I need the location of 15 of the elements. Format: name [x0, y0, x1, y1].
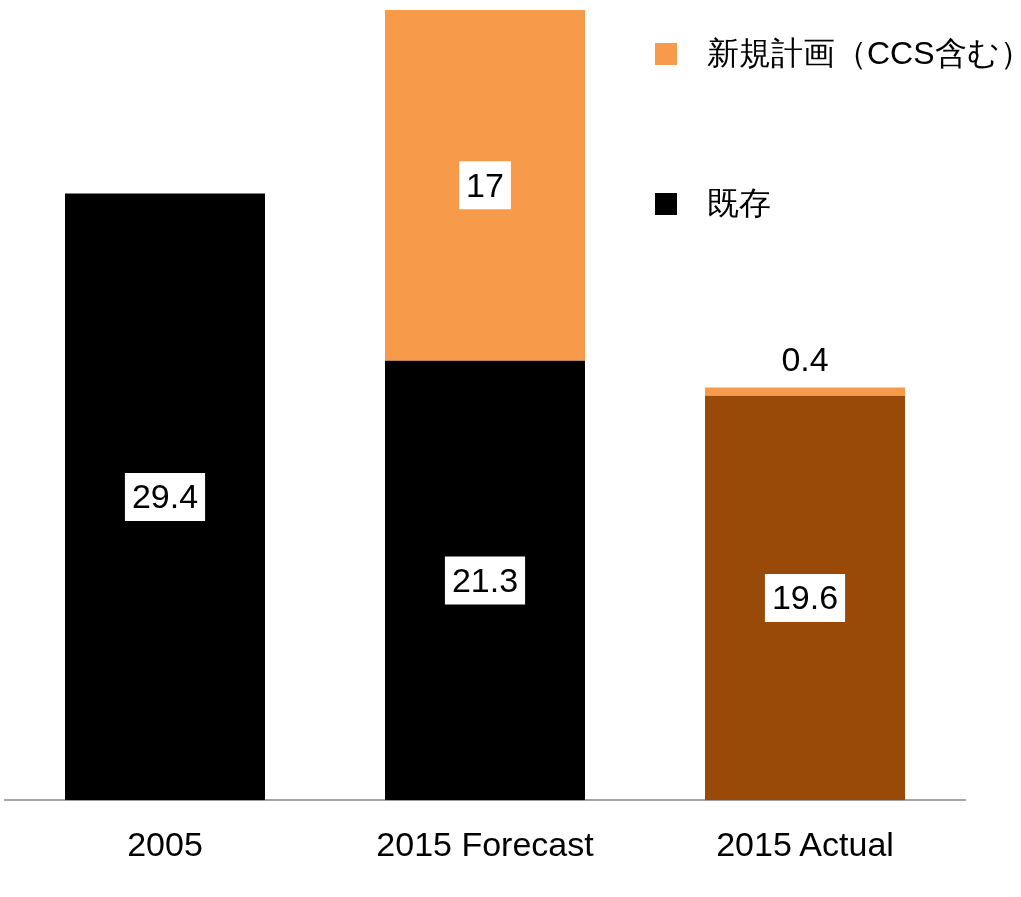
legend-label: 新規計画（CCS含む）: [707, 34, 1021, 73]
bar: [65, 193, 265, 801]
data-label: 0.4: [781, 339, 829, 378]
data-label: 19.6: [771, 578, 839, 617]
bar: [705, 387, 905, 396]
legend-label: 既存: [707, 184, 771, 223]
data-label: 29.4: [131, 477, 199, 516]
data-label: 17: [466, 165, 504, 204]
x-tick-label: 2015 Forecast: [376, 824, 595, 863]
data-label: 21.3: [451, 560, 519, 599]
bar: [705, 395, 905, 801]
x-tick-label: 2005: [127, 824, 203, 863]
x-tick-label: 2015 Actual: [716, 824, 894, 863]
bar: [385, 10, 585, 361]
bar: [385, 360, 585, 801]
